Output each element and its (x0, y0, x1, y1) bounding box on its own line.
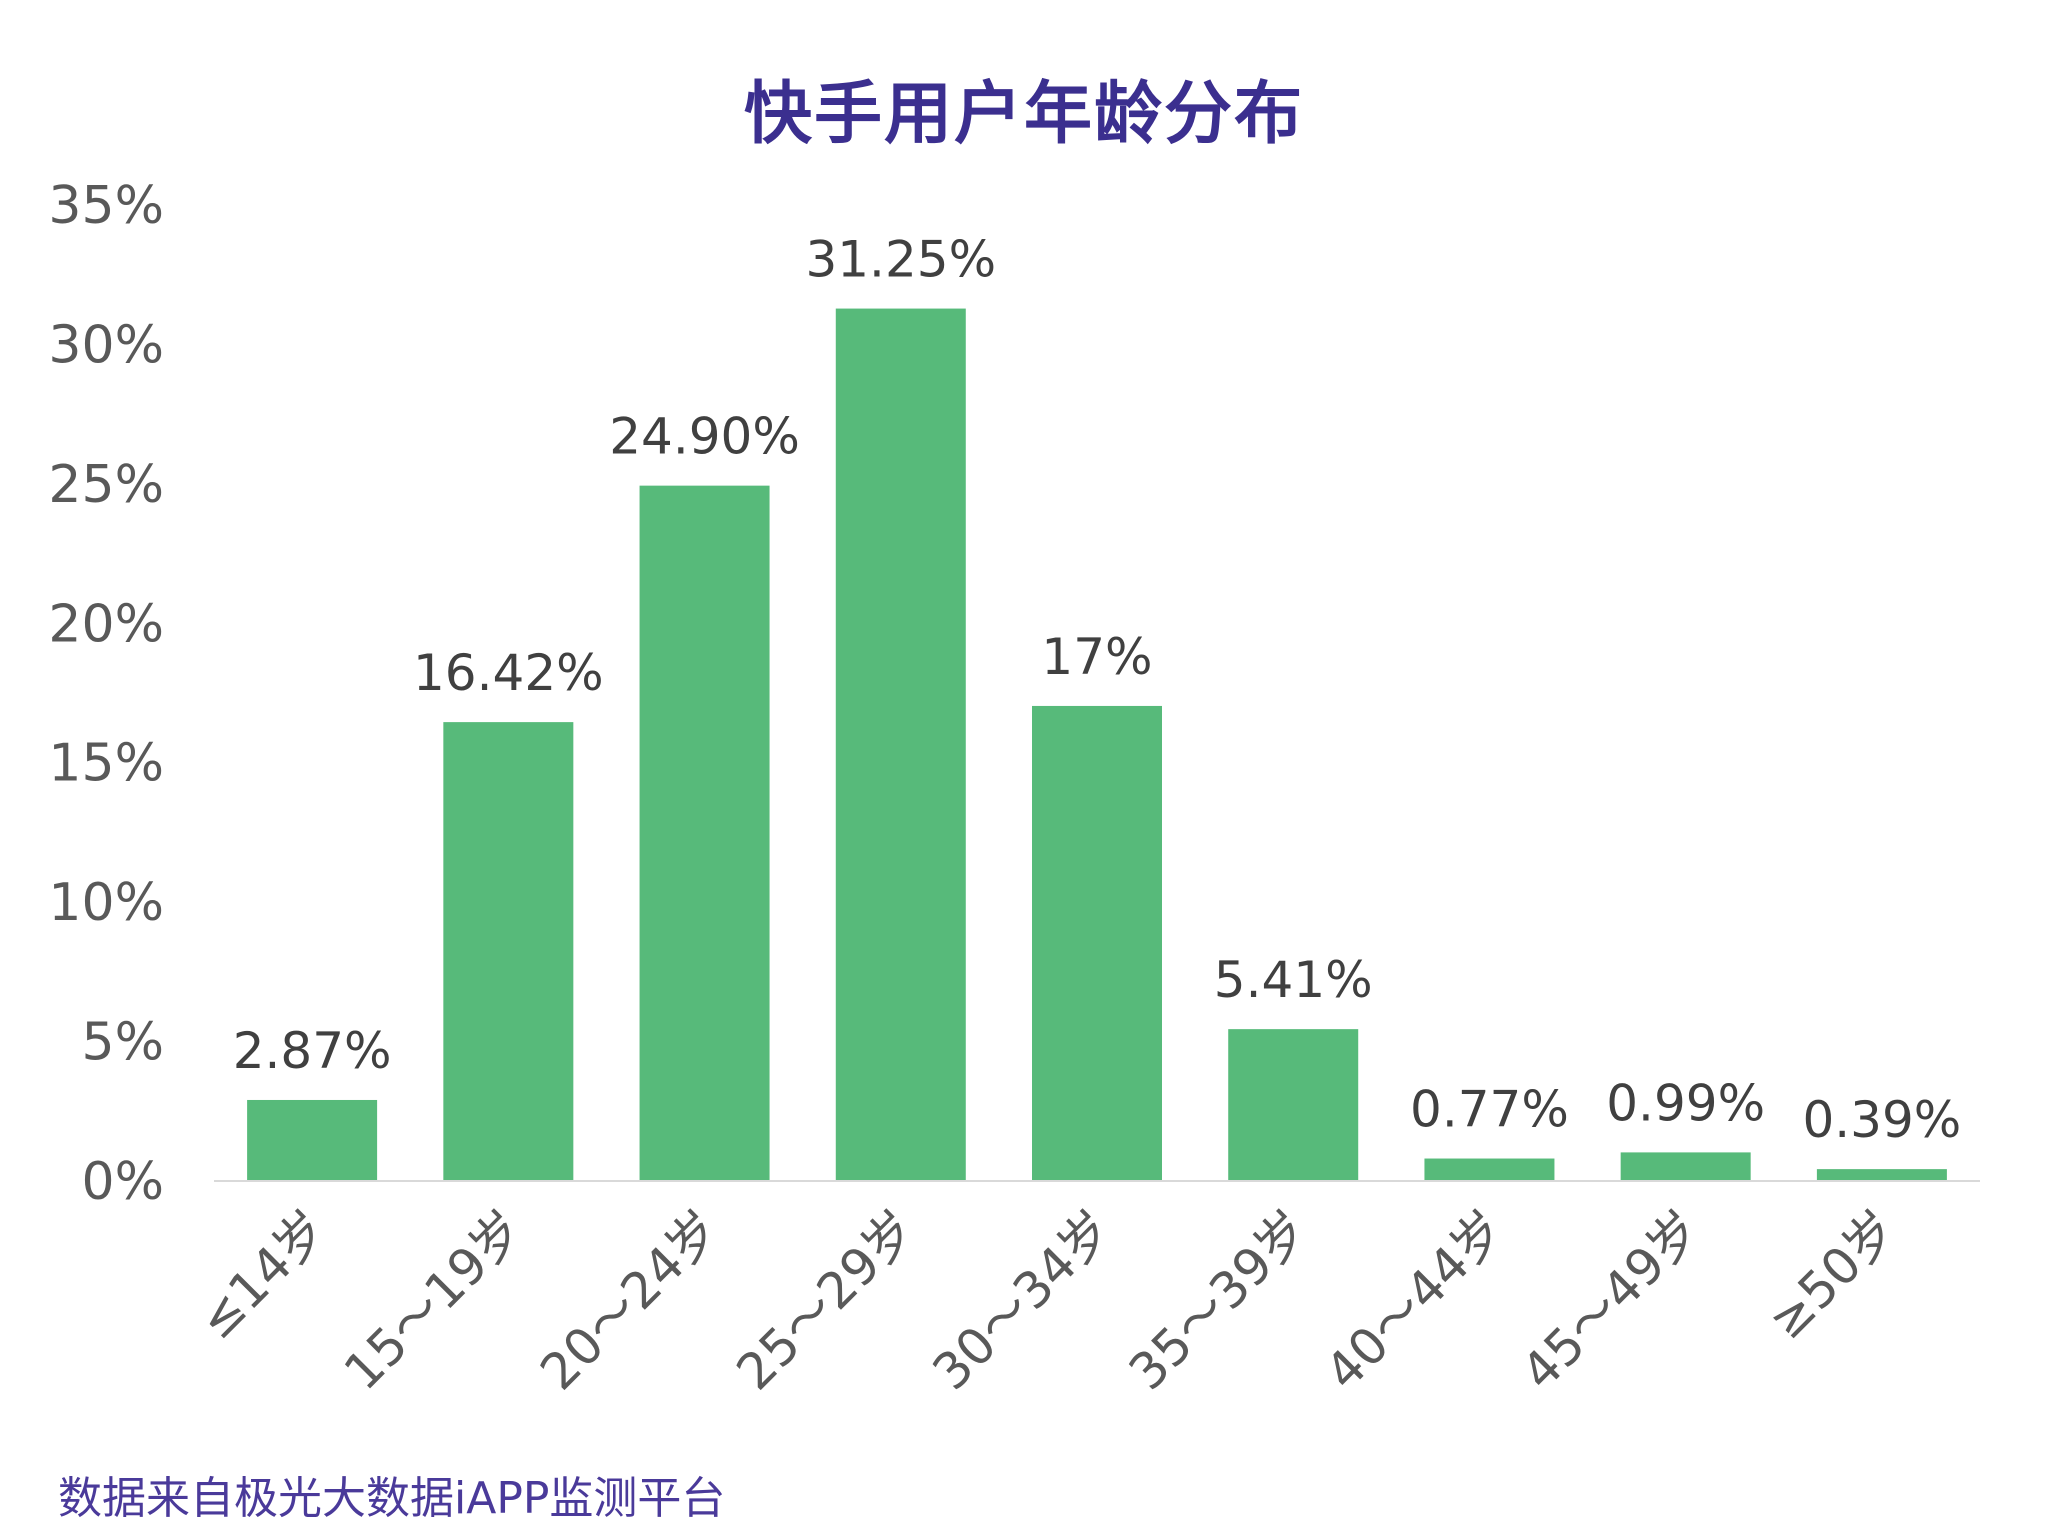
data-label: 0.77% (1410, 1081, 1569, 1139)
x-tick-label: 35～39岁 (1118, 1199, 1320, 1401)
x-tick-label: 30～34岁 (922, 1199, 1124, 1401)
x-tick-label: ≤14岁 (188, 1199, 339, 1350)
chart-title: 快手用户年龄分布 (743, 75, 1304, 154)
bar (1228, 1029, 1359, 1180)
x-tick-label: 25～29岁 (726, 1199, 928, 1401)
bar (443, 722, 574, 1180)
x-tick-label: 45～49岁 (1510, 1199, 1712, 1401)
x-axis: ≤14岁15～19岁20～24岁25～29岁30～34岁35～39岁40～44岁… (188, 1199, 1909, 1401)
y-tick-label: 30% (48, 315, 164, 375)
y-tick-label: 0% (82, 1152, 165, 1212)
data-label: 16.42% (413, 644, 604, 702)
bar (1816, 1169, 1947, 1180)
bar (247, 1099, 378, 1180)
x-tick-label: 20～24岁 (529, 1199, 731, 1401)
data-label: 17% (1041, 628, 1152, 686)
bar (639, 485, 770, 1180)
y-tick-label: 15% (48, 734, 164, 794)
data-label: 31.25% (805, 231, 996, 289)
bar (1424, 1158, 1555, 1180)
y-tick-label: 20% (48, 594, 164, 654)
bar (1620, 1152, 1751, 1180)
y-tick-label: 5% (82, 1013, 165, 1073)
data-label: 5.41% (1214, 951, 1373, 1009)
bar (1032, 705, 1162, 1180)
data-label: 0.39% (1802, 1091, 1961, 1149)
y-tick-label: 35% (48, 176, 164, 236)
y-tick-label: 10% (48, 873, 164, 933)
x-tick-label: ≥50岁 (1757, 1199, 1908, 1350)
bars (247, 308, 1947, 1181)
bar (835, 308, 966, 1181)
data-label: 0.99% (1606, 1074, 1765, 1132)
x-tick-label: 40～44岁 (1314, 1199, 1516, 1401)
source-note: 数据来自极光大数据iAPP监测平台 (58, 1473, 726, 1524)
y-axis: 0% 5% 10% 15% 20% 25% 30% 35% (48, 176, 164, 1212)
data-label: 2.87% (233, 1022, 392, 1080)
x-tick-label: 15～19岁 (333, 1199, 535, 1401)
data-label: 24.90% (609, 408, 800, 466)
y-tick-label: 25% (48, 455, 164, 515)
data-labels: 2.87% 16.42% 24.90% 31.25% 17% 5.41% 0.77% 0.99… (233, 231, 1962, 1150)
